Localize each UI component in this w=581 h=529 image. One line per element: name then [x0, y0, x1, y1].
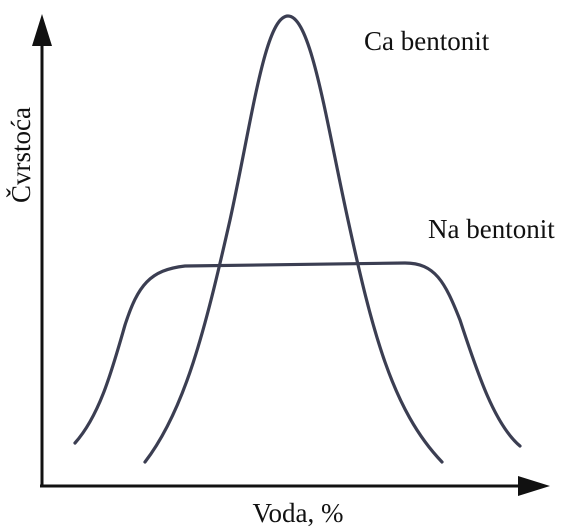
curve-label: Na bentonit — [428, 214, 555, 244]
x-axis-arrow — [518, 476, 550, 496]
y-axis-label: Čvrstoća — [6, 107, 36, 203]
curve-label: Ca bentonit — [364, 26, 490, 56]
x-axis-label: Voda, % — [253, 498, 344, 528]
na-bentonit-curve — [73, 261, 522, 448]
y-axis-arrow — [32, 14, 52, 46]
ca-bentonit-curve — [143, 14, 444, 464]
